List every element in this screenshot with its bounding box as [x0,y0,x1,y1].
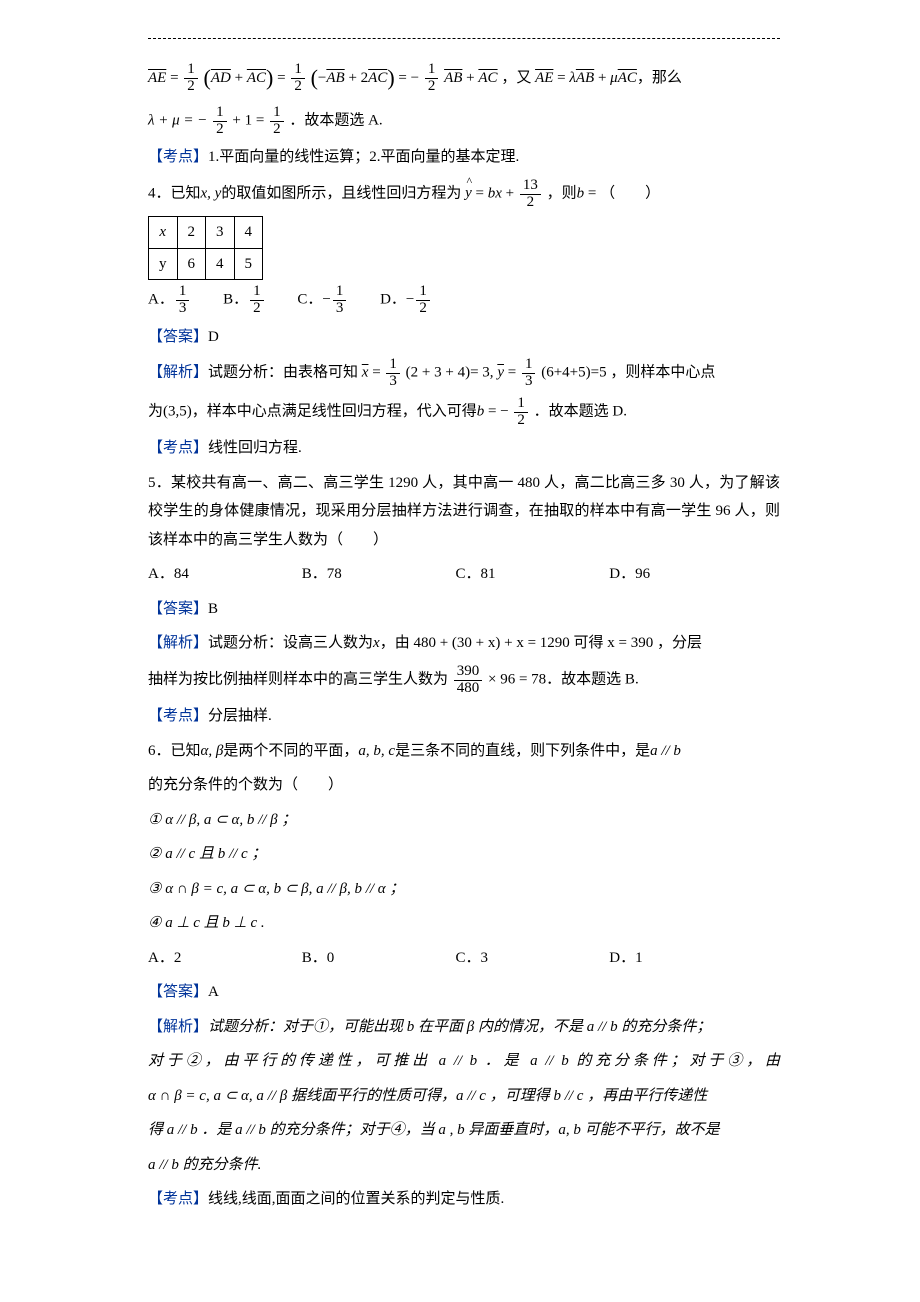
kaodian-1: 【考点】1.平面向量的线性运算；2.平面向量的基本定理. [148,143,780,172]
ana6-l1: 【解析】试题分析：对于①，可能出现 b 在平面 β 内的情况，不是 a // b… [148,1013,780,1042]
equation-ae: AE = 12 (AD + AC) = 12 (−AB + 2AC) = − 1… [148,57,780,99]
q4-stem: 4．已知x, y的取值如图所示，且线性回归方程为 y = bx + 132 ，则… [148,178,780,211]
ana6-l2: 对于②，由平行的传递性，可推出 a // b ．是 a // b 的充分条件；对… [148,1047,780,1076]
q6-stem-1: 6．已知α, β是两个不同的平面，a, b, c是三条不同的直线，则下列条件中，… [148,737,780,766]
q4-table: x234 y645 [148,216,263,280]
ana5-line2: 抽样为按比例抽样则样本中的高三学生人数为 390480 × 96 = 78．故本… [148,664,780,697]
equation-lambda: λ + μ = − 12 + 1 = 12 ．故本题选 A. [148,105,780,138]
kaodian-label: 【考点】 [148,149,208,165]
ans4: 【答案】D [148,323,780,352]
q4-options: A．13 B．12 C．−13 D．−12 [148,284,780,317]
q6-options: A．2 B．0 C．3 D．1 [148,944,780,973]
q6-item-4: ④ a ⊥ c 且 b ⊥ c . [148,909,780,938]
ans6: 【答案】A [148,978,780,1007]
kaodian-5: 【考点】分层抽样. [148,702,780,731]
ana6-l3: α ∩ β = c, a ⊂ α, a // β 据线面平行的性质可得，a //… [148,1082,780,1111]
q5-stem: 5．某校共有高一、高二、高三学生 1290 人，其中高一 480 人，高二比高三… [148,469,780,555]
q6-stem-2: 的充分条件的个数为（ ） [148,771,780,800]
ana4-line2: 为(3,5)，样本中心点满足线性回归方程，代入可得b = − 12 ．故本题选 … [148,396,780,429]
page: AE = 12 (AD + AC) = 12 (−AB + 2AC) = − 1… [0,0,920,1260]
kaodian-6: 【考点】线线,线面,面面之间的位置关系的判定与性质. [148,1185,780,1214]
ana6-l5: a // b 的充分条件. [148,1151,780,1180]
ana4-line1: 【解析】试题分析：由表格可知 x = 13 (2 + 3 + 4)= 3, y … [148,357,780,390]
q5-options: A．84 B．78 C．81 D．96 [148,560,780,589]
q6-item-1: ① α // β, a ⊂ α, b // β ； [148,806,780,835]
kaodian-4: 【考点】线性回归方程. [148,434,780,463]
ana6-l4: 得 a // b ．是 a // b 的充分条件；对于④，当 a , b 异面垂… [148,1116,780,1145]
ana5-line1: 【解析】试题分析：设高三人数为x，由 480 + (30 + x) + x = … [148,629,780,658]
q6-item-3: ③ α ∩ β = c, a ⊂ α, b ⊂ β, a // β, b // … [148,875,780,904]
q6-item-2: ② a // c 且 b // c ； [148,840,780,869]
ans5: 【答案】B [148,595,780,624]
header-rule [148,38,780,39]
